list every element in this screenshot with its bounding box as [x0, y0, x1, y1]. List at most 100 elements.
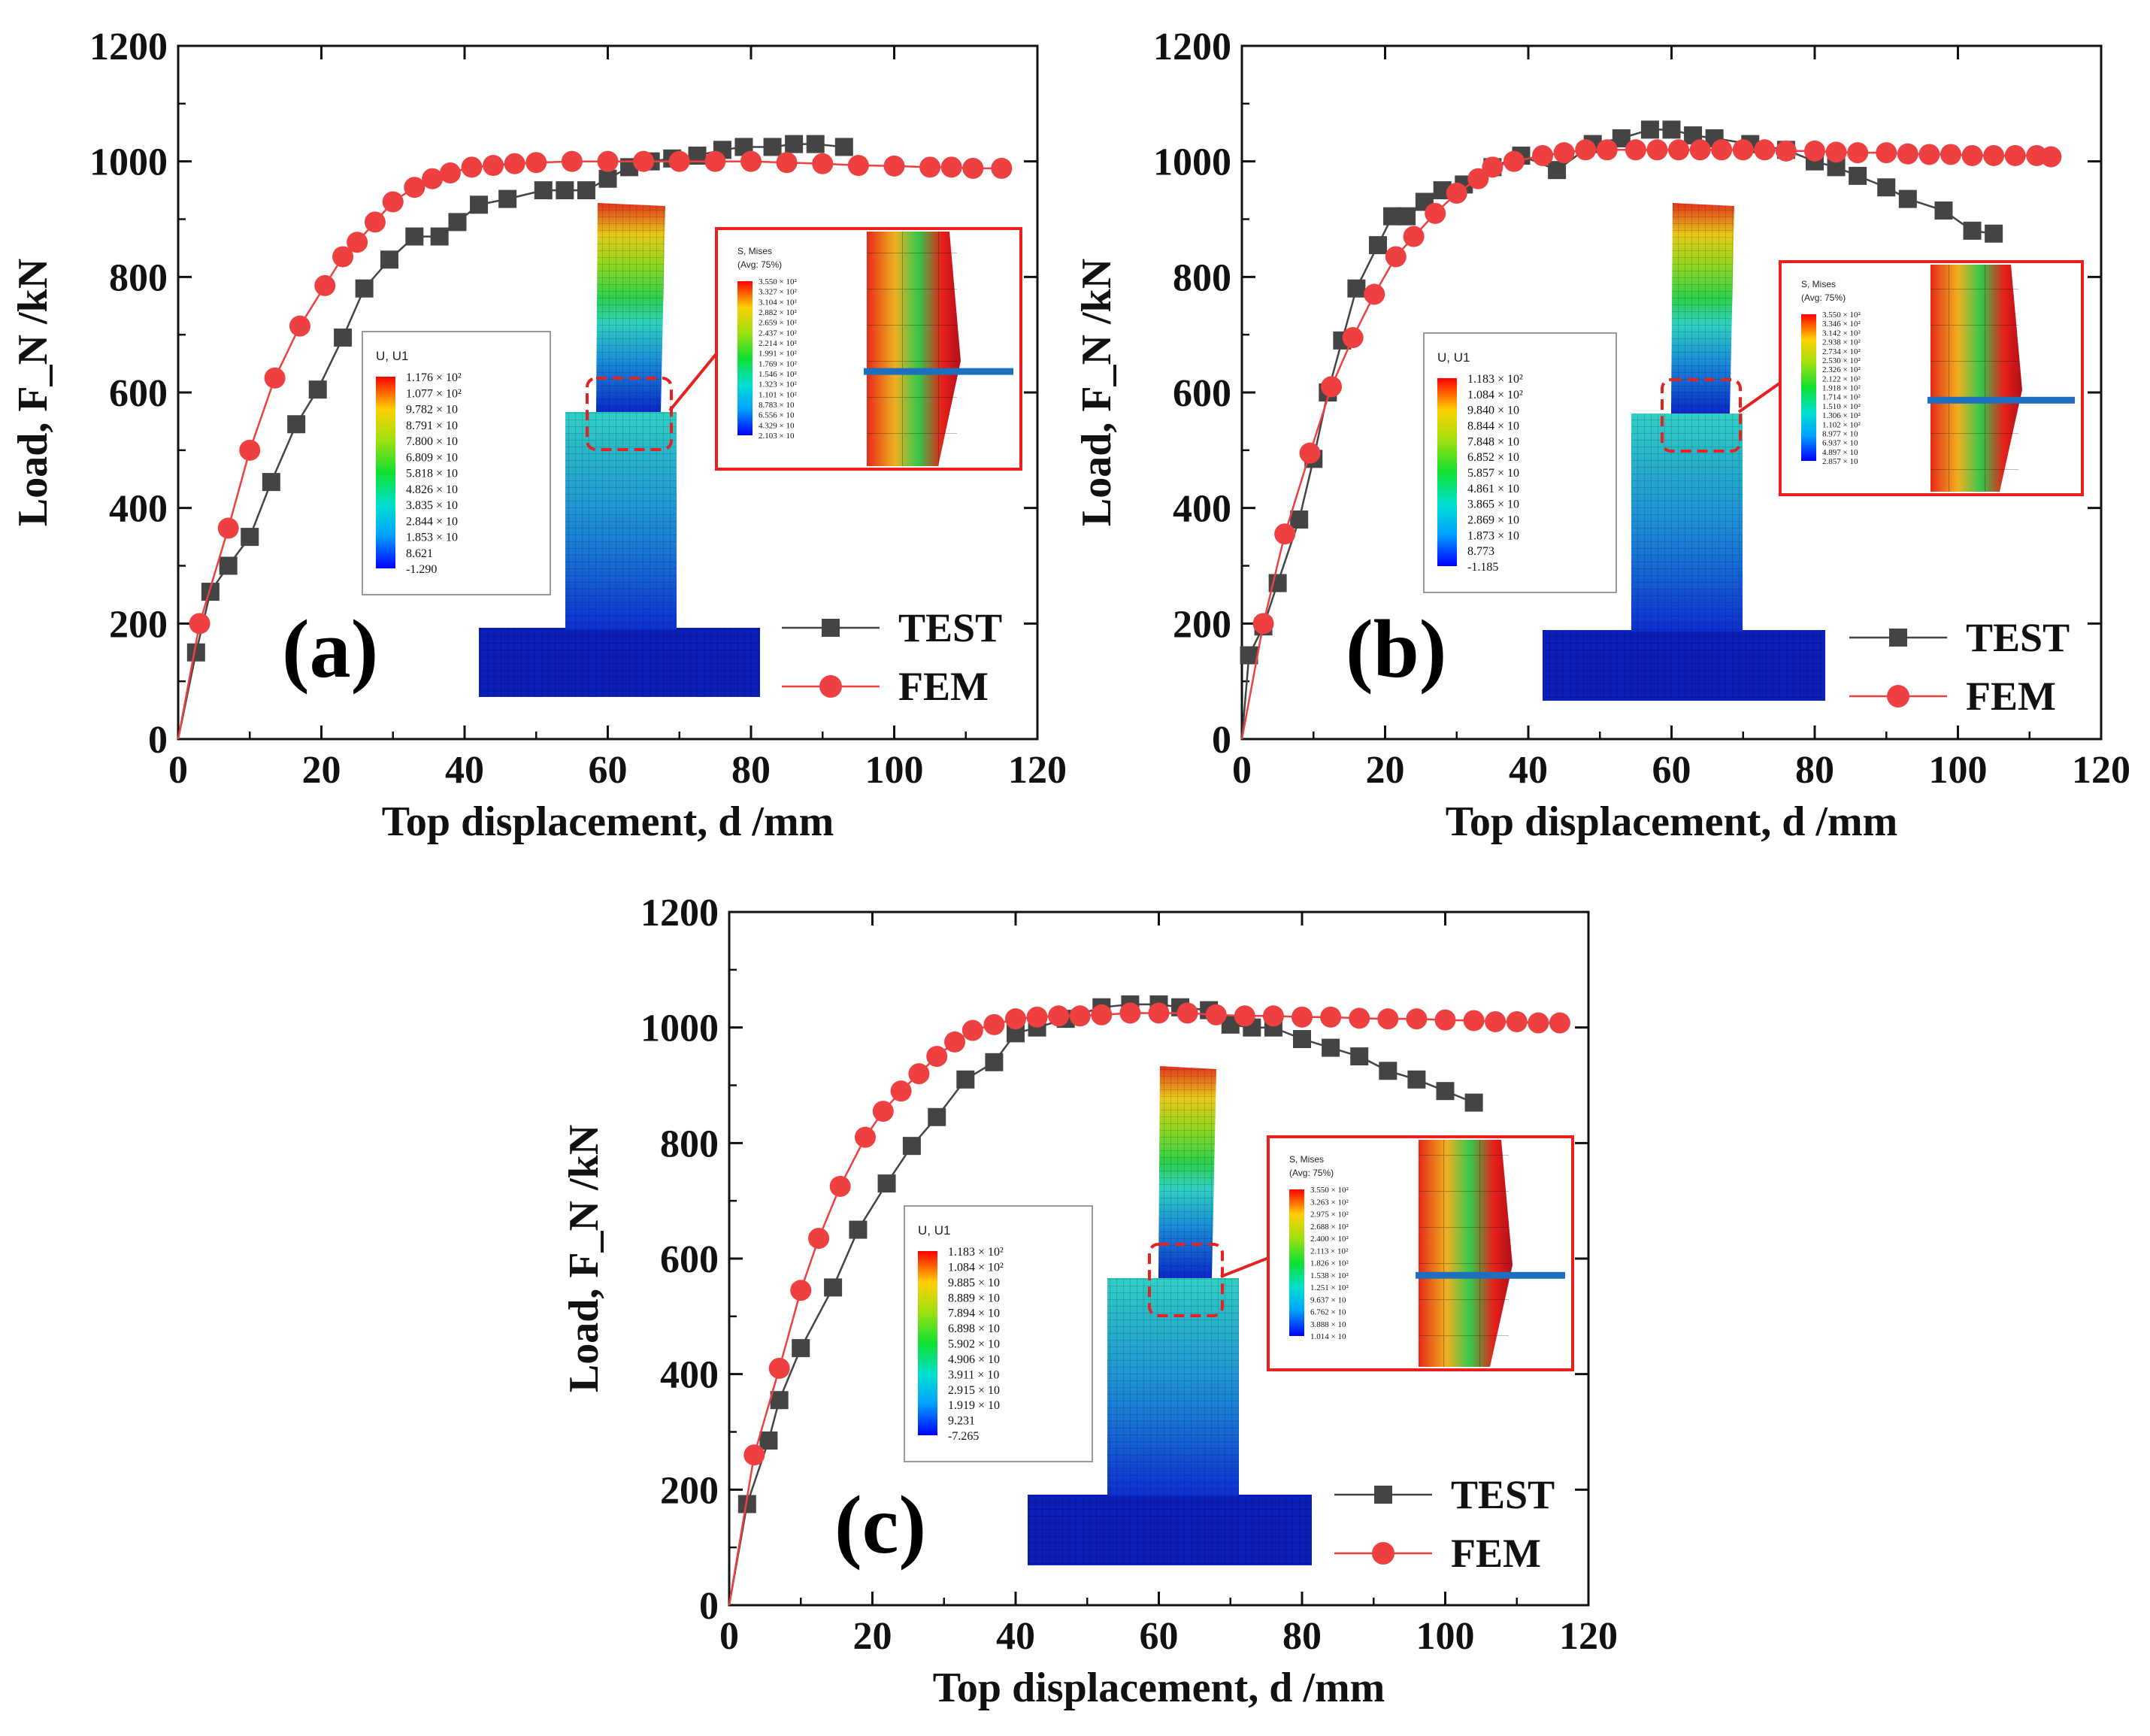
fem-point: [1732, 139, 1754, 161]
y-tick-label: 600: [1173, 372, 1231, 415]
fem-point: [944, 1031, 966, 1053]
fem-point: [461, 156, 483, 178]
fem-point: [422, 168, 444, 189]
test-point: [262, 473, 280, 492]
test-point: [1640, 120, 1659, 139]
test-point: [219, 556, 238, 575]
y-tick-label: 800: [660, 1122, 719, 1165]
mises-colorbar: [737, 281, 752, 435]
contour-label: 1.873 × 10: [1467, 529, 1519, 542]
test-point: [430, 227, 449, 246]
contour-label: 5.818 × 10: [406, 468, 458, 480]
test-point: [1240, 646, 1258, 665]
legend-label-test: TEST: [898, 605, 1002, 650]
y-tick-label: 200: [109, 603, 168, 646]
test-point: [1436, 1082, 1455, 1101]
mises-legend-subtitle: (Avg: 75%): [1289, 1168, 1334, 1178]
fem-point: [382, 191, 404, 213]
zoom-pointer-line: [668, 353, 718, 412]
legend-label-test: TEST: [1966, 615, 2070, 660]
y-tick-label: 0: [148, 719, 168, 762]
mises-label: 1.323 × 10²: [759, 380, 797, 389]
mises-label: 3.263 × 10²: [1310, 1198, 1349, 1207]
fem-model-inset: [479, 203, 760, 697]
test-point: [498, 189, 517, 208]
fem-point: [439, 162, 461, 184]
x-tick-label: 100: [1416, 1615, 1475, 1658]
y-axis-label: Load, F_N /kN: [1073, 259, 1120, 526]
zoom-rebar: [1878, 396, 2075, 404]
fem-point: [1364, 283, 1385, 305]
test-point: [1464, 1093, 1483, 1112]
series-test: [177, 135, 853, 740]
contour-label: 1.183 × 10²: [948, 1246, 1004, 1259]
mises-label: 2.437 × 10²: [759, 329, 797, 338]
fem-point: [808, 1228, 830, 1250]
x-tick-label: 40: [445, 749, 484, 792]
test-point: [1934, 201, 1953, 220]
mises-label: 2.688 × 10²: [1310, 1222, 1349, 1232]
column-mesh: [1158, 1066, 1216, 1278]
panel-label: (a): [282, 603, 378, 695]
fem-point: [404, 177, 425, 198]
fem-point: [1553, 142, 1575, 164]
chart-panel-c: U, U1 1.183 × 10² 1.084 × 10² 9.885 × 10 8.8…: [561, 892, 1618, 1711]
stress-zoom-inset: S, Mises (Avg: 75%) 3.550 × 10² 3.327 × 10²…: [668, 227, 1022, 471]
y-tick-label: 600: [660, 1238, 719, 1281]
contour-label: 4.861 × 10: [1467, 483, 1519, 495]
fem-point: [668, 150, 690, 172]
footing-mesh: [1028, 1495, 1312, 1565]
fem-point: [991, 157, 1013, 179]
fem-point: [1897, 143, 1918, 165]
x-tick-label: 120: [1008, 749, 1067, 792]
test-point: [1322, 1038, 1340, 1057]
legend-marker-test: [1374, 1486, 1392, 1504]
fem-point: [1940, 144, 1961, 165]
fem-model-inset: [1543, 203, 1825, 701]
test-point: [834, 138, 853, 156]
test-point: [985, 1053, 1004, 1071]
contour-label: 8.844 × 10: [1467, 420, 1519, 433]
fem-point: [854, 1126, 876, 1148]
mises-label: 3.550 × 10²: [1310, 1186, 1349, 1195]
fem-point: [1091, 1004, 1113, 1026]
fem-point: [332, 246, 354, 268]
mises-label: 6.937 × 10: [1822, 439, 1858, 448]
contour-label: 6.852 × 10: [1467, 451, 1519, 464]
fem-point: [1775, 140, 1797, 162]
y-tick-label: 600: [109, 372, 168, 415]
fem-point: [1434, 1009, 1456, 1031]
zoom-rebar: [1366, 1271, 1565, 1279]
mises-legend-title: S, Mises: [1801, 279, 1836, 289]
test-point: [1662, 120, 1681, 139]
mises-label: 6.556 × 10: [759, 411, 795, 420]
contour-colorbar: [376, 377, 395, 568]
contour-label: 9.840 × 10: [1467, 404, 1519, 417]
column-mesh: [596, 203, 665, 412]
test-point: [241, 528, 259, 547]
contour-legend-title: U, U1: [1437, 350, 1470, 365]
x-tick-label: 120: [1559, 1615, 1618, 1658]
mises-label: 4.329 × 10: [759, 421, 795, 430]
mises-legend-title: S, Mises: [737, 246, 772, 256]
contour-label: 3.911 × 10: [948, 1368, 999, 1381]
fem-point: [847, 155, 869, 177]
contour-label: 7.848 × 10: [1467, 435, 1519, 448]
column-mesh: [1671, 203, 1734, 414]
mises-label: 1.991 × 10²: [759, 350, 797, 359]
test-point: [1407, 1070, 1426, 1089]
fem-point: [1119, 1002, 1141, 1024]
fem-point: [1048, 1005, 1070, 1027]
test-point: [1350, 1047, 1369, 1066]
contour-label: 8.773: [1467, 545, 1494, 558]
fem-point: [1320, 1006, 1342, 1028]
fem-point: [1234, 1005, 1255, 1027]
test-point: [556, 181, 574, 200]
test-point: [785, 135, 804, 153]
x-tick-label: 40: [996, 1615, 1035, 1658]
fem-point: [961, 1019, 983, 1041]
highlight-region: [1148, 1243, 1224, 1317]
test-point: [1379, 1062, 1398, 1080]
fem-point: [217, 517, 239, 539]
